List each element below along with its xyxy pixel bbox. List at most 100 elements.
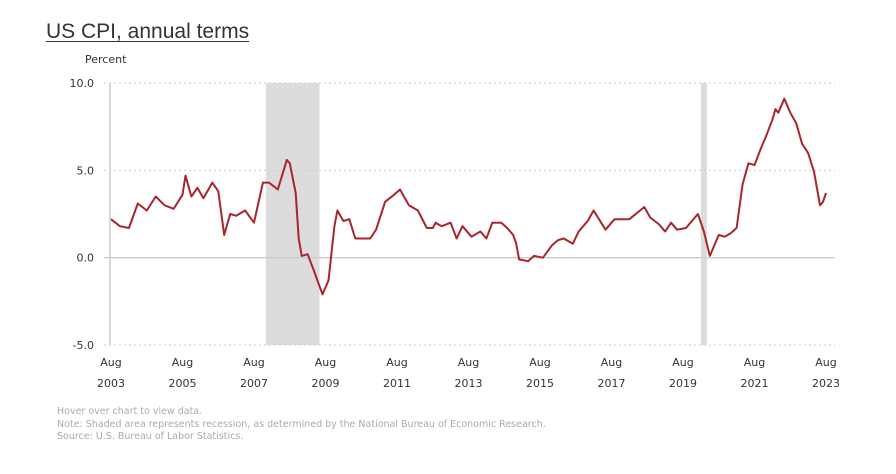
data-point[interactable] [642,205,647,210]
data-point[interactable] [812,170,817,175]
data-point[interactable] [144,208,149,213]
data-point[interactable] [216,189,221,194]
data-point[interactable] [740,182,745,187]
data-point[interactable] [728,231,733,236]
data-point[interactable] [484,236,489,241]
data-point[interactable] [392,192,397,197]
data-point[interactable] [490,220,495,225]
data-point[interactable] [734,225,739,230]
data-point[interactable] [669,220,674,225]
data-point[interactable] [514,241,519,246]
data-point[interactable] [722,234,727,239]
data-point[interactable] [800,142,805,147]
data-point[interactable] [353,236,358,241]
data-point[interactable] [368,236,373,241]
data-point[interactable] [153,194,158,199]
data-point[interactable] [683,225,688,230]
data-point[interactable] [824,191,829,196]
data-point[interactable] [701,229,706,234]
data-point[interactable] [162,203,167,208]
data-point[interactable] [695,212,700,217]
data-point[interactable] [764,133,769,138]
data-point[interactable] [663,229,668,234]
data-point[interactable] [195,185,200,190]
data-point[interactable] [752,163,757,168]
data-point[interactable] [299,253,304,258]
data-point[interactable] [806,150,811,155]
data-point[interactable] [460,224,465,229]
data-point[interactable] [532,253,537,258]
data-point[interactable] [627,217,632,222]
data-point[interactable] [511,232,516,237]
data-point[interactable] [478,229,483,234]
data-point[interactable] [287,161,292,166]
data-point[interactable] [180,192,185,197]
data-point[interactable] [383,199,388,204]
data-point[interactable] [540,255,545,260]
data-point[interactable] [305,252,310,257]
data-point[interactable] [347,217,352,222]
data-point[interactable] [648,215,653,220]
data-point[interactable] [397,187,402,192]
data-point[interactable] [576,229,581,234]
data-point[interactable] [228,212,233,217]
data-point[interactable] [243,208,248,213]
data-point[interactable] [189,194,194,199]
data-point[interactable] [585,218,590,223]
data-point[interactable] [424,225,429,230]
data-point[interactable] [794,121,799,126]
data-point[interactable] [126,225,131,230]
data-point[interactable] [275,187,280,192]
data-point[interactable] [782,96,787,101]
data-point[interactable] [788,110,793,115]
data-point[interactable] [776,110,781,115]
data-point[interactable] [454,236,459,241]
data-point[interactable] [234,213,239,218]
data-point[interactable] [618,217,623,222]
data-point[interactable] [612,217,617,222]
data-point[interactable] [591,208,596,213]
data-point[interactable] [362,236,367,241]
data-point[interactable] [657,222,662,227]
data-point[interactable] [555,238,560,243]
data-point[interactable] [716,232,721,237]
data-point[interactable] [675,227,680,232]
data-point[interactable] [746,161,751,166]
data-point[interactable] [335,208,340,213]
data-point[interactable] [603,227,608,232]
data-point[interactable] [439,224,444,229]
data-point[interactable] [260,180,265,185]
data-point[interactable] [117,224,122,229]
data-point[interactable] [332,224,337,229]
data-point[interactable] [707,253,712,258]
data-point[interactable] [109,217,114,222]
data-point[interactable] [183,173,188,178]
data-point[interactable] [374,227,379,232]
data-point[interactable] [135,201,140,206]
data-point[interactable] [517,257,522,262]
data-point[interactable] [758,147,763,152]
data-point[interactable] [499,220,504,225]
data-point[interactable] [448,220,453,225]
data-point[interactable] [821,199,826,204]
data-point[interactable] [171,206,176,211]
data-point[interactable] [311,267,316,272]
data-point[interactable] [505,225,510,230]
data-point[interactable] [252,220,257,225]
data-point[interactable] [469,234,474,239]
data-point[interactable] [433,220,438,225]
data-point[interactable] [296,236,301,241]
data-point[interactable] [341,218,346,223]
data-point[interactable] [326,278,331,283]
data-point[interactable] [320,292,325,297]
data-point[interactable] [293,191,298,196]
data-point[interactable] [561,236,566,241]
data-point[interactable] [770,117,775,122]
data-point[interactable] [222,232,227,237]
data-point[interactable] [415,208,420,213]
data-point[interactable] [526,259,531,264]
data-point[interactable] [201,196,206,201]
data-point[interactable] [406,203,411,208]
data-point[interactable] [549,243,554,248]
data-point[interactable] [266,180,271,185]
